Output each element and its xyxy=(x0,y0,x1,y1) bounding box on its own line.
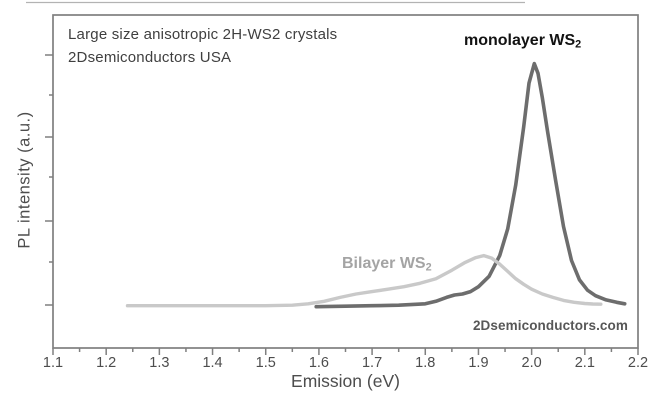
bilayer-series-label-subscript: 2 xyxy=(425,261,432,274)
bilayer-series-label: Bilayer WS2 xyxy=(342,255,432,274)
x-tick-label: 2.0 xyxy=(521,355,542,371)
x-tick-label: 1.5 xyxy=(255,355,276,371)
x-tick-label: 1.9 xyxy=(468,355,489,371)
x-tick-label: 1.7 xyxy=(361,355,383,371)
annotation-text: Large size anisotropic 2H-WS2 crystals 2… xyxy=(68,23,337,69)
x-tick-label: 1.8 xyxy=(415,355,436,371)
x-tick-label: 1.6 xyxy=(308,355,329,371)
x-axis-title: Emission (eV) xyxy=(291,371,400,391)
monolayer-series-label-text: monolayer WS xyxy=(464,32,576,49)
monolayer-series-label-subscript: 2 xyxy=(575,38,582,51)
watermark-text: 2Dsemiconductors.com xyxy=(472,318,628,333)
y-axis-title: PL intensity (a.u.) xyxy=(15,111,34,249)
x-tick-label: 1.4 xyxy=(202,355,223,371)
monolayer-curve xyxy=(314,61,627,309)
x-tick-label: 1.3 xyxy=(149,355,170,371)
x-tick-label: 2.2 xyxy=(627,355,649,371)
bilayer-curve xyxy=(125,253,603,308)
annotation-line2: 2Dsemiconductors USA xyxy=(68,49,232,66)
bilayer-series-label-text: Bilayer WS xyxy=(342,255,426,272)
monolayer-series-label: monolayer WS2 xyxy=(464,32,581,51)
x-tick-label: 2.1 xyxy=(574,355,595,371)
x-tick-label: 1.2 xyxy=(96,355,117,371)
annotation-line1: Large size anisotropic 2H-WS2 crystals xyxy=(68,26,338,43)
x-tick-label: 1.1 xyxy=(42,355,64,371)
